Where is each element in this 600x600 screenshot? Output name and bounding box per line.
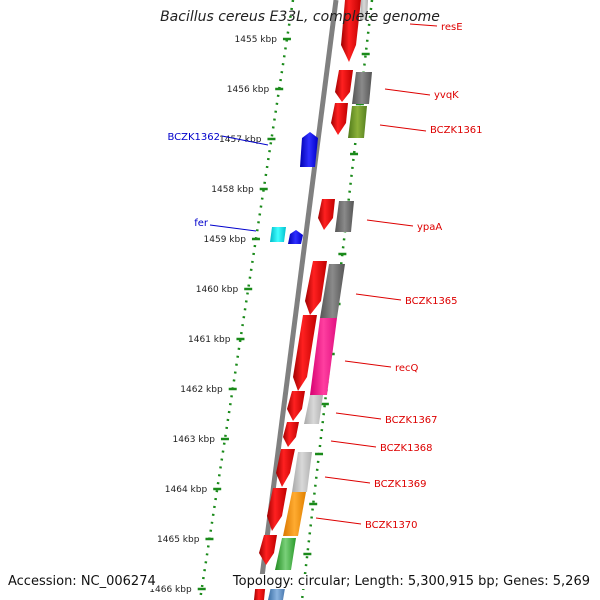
topology-label: Topology: circular; Length: 5,300,915 bp… <box>232 574 590 589</box>
tick-label: 1459 kbp <box>204 235 247 245</box>
tick-label: 1458 kbp <box>211 185 254 195</box>
gene-label-BCZK1368[interactable]: BCZK1368 <box>380 443 433 454</box>
accession-label: Accession: NC_006274 <box>8 574 156 589</box>
gene-label-BCZK1362[interactable]: BCZK1362 <box>167 132 220 143</box>
tick-label: 1456 kbp <box>227 85 270 95</box>
tick-label: 1460 kbp <box>196 285 239 295</box>
gene-label-fer[interactable]: fer <box>194 218 209 229</box>
leader-line-resE <box>409 23 438 27</box>
gene-labels: resE yvqK BCZK1361 BCZK1362 ypaA fer BCZK1365 r… <box>167 22 482 531</box>
gene-BCZK1368-arrow[interactable] <box>283 422 299 447</box>
tick-label: 1455 kbp <box>235 35 278 45</box>
leader-line-recQ <box>344 360 392 368</box>
leader-line-BCZK1365 <box>355 293 402 301</box>
leader-line-BCZK1367 <box>335 412 382 420</box>
gene-label-recQ[interactable]: recQ <box>395 363 419 374</box>
reverse-genes <box>270 132 318 244</box>
leader-line-yvqK <box>384 88 431 96</box>
gene-BCZK1369-homolog[interactable] <box>292 452 312 492</box>
gene-BCZK1370-arrow[interactable] <box>267 488 287 531</box>
gene-yvqK-homolog[interactable] <box>352 72 372 104</box>
gene-recQ-arrow[interactable] <box>293 315 317 391</box>
gene-label-ypaA[interactable]: ypaA <box>417 222 442 233</box>
gene-ypaA-homolog[interactable] <box>335 201 354 232</box>
gene-BCZK1362-arrow[interactable] <box>300 132 318 167</box>
gene-BCZK1361-arrow[interactable] <box>331 103 348 135</box>
leader-line-BCZK1368 <box>330 440 377 448</box>
gene-leader-lines <box>209 23 438 525</box>
gene-label-resE[interactable]: resE <box>441 22 463 33</box>
leader-line-BCZK1369 <box>324 476 371 484</box>
gene-label-BCZK1361[interactable]: BCZK1361 <box>430 125 483 136</box>
tick-label: 1466 kbp <box>149 585 192 595</box>
leader-line-BCZK1370 <box>315 517 362 525</box>
gene-label-BCZK1367[interactable]: BCZK1367 <box>385 415 438 426</box>
tick-label: 1464 kbp <box>165 485 208 495</box>
tick-label: 1465 kbp <box>157 535 200 545</box>
gene-label-BCZK1365[interactable]: BCZK1365 <box>405 296 458 307</box>
tick-label: 1461 kbp <box>188 335 231 345</box>
map-title: Bacillus cereus E33L, complete genome <box>160 9 440 25</box>
gene-next-homolog[interactable] <box>275 538 296 570</box>
gene-label-BCZK1369[interactable]: BCZK1369 <box>374 479 427 490</box>
gene-label-BCZK1370[interactable]: BCZK1370 <box>365 520 418 531</box>
gene-next-arrow[interactable] <box>259 535 277 565</box>
leader-line-BCZK1362 <box>221 135 269 146</box>
gene-BCZK1361-homolog[interactable] <box>348 106 367 138</box>
tick-label: 1462 kbp <box>180 385 223 395</box>
gene-label-yvqK[interactable]: yvqK <box>434 90 459 101</box>
gene-BCZK1365-homolog[interactable] <box>320 264 345 318</box>
leader-line-BCZK1361 <box>379 124 427 132</box>
gene-fer-arrow[interactable] <box>270 227 286 242</box>
tick-label: 1463 kbp <box>173 435 216 445</box>
gene-BCZK1367-homolog[interactable] <box>304 395 323 424</box>
leader-line-fer <box>209 224 257 232</box>
gene-fer-small-arrow[interactable] <box>288 230 303 244</box>
gene-ypaA-arrow[interactable] <box>318 199 335 230</box>
gene-resE-arrow[interactable] <box>341 0 361 62</box>
gene-BCZK1365-arrow[interactable] <box>305 261 327 315</box>
left-dotted-track <box>198 0 295 600</box>
leader-line-ypaA <box>366 219 414 227</box>
gene-resE-homolog[interactable] <box>360 0 368 20</box>
gene-recQ-homolog[interactable] <box>310 318 337 395</box>
gene-yvqK-arrow[interactable] <box>335 70 353 102</box>
gene-BCZK1369-arrow[interactable] <box>276 449 295 487</box>
gene-BCZK1370-homolog[interactable] <box>283 492 306 536</box>
gene-BCZK1367-arrow[interactable] <box>287 391 305 421</box>
